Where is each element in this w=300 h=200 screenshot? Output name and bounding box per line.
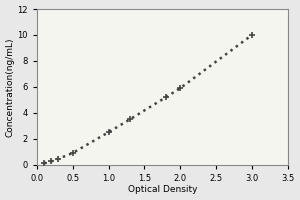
- X-axis label: Optical Density: Optical Density: [128, 185, 197, 194]
- Y-axis label: Concentration(ng/mL): Concentration(ng/mL): [6, 37, 15, 137]
